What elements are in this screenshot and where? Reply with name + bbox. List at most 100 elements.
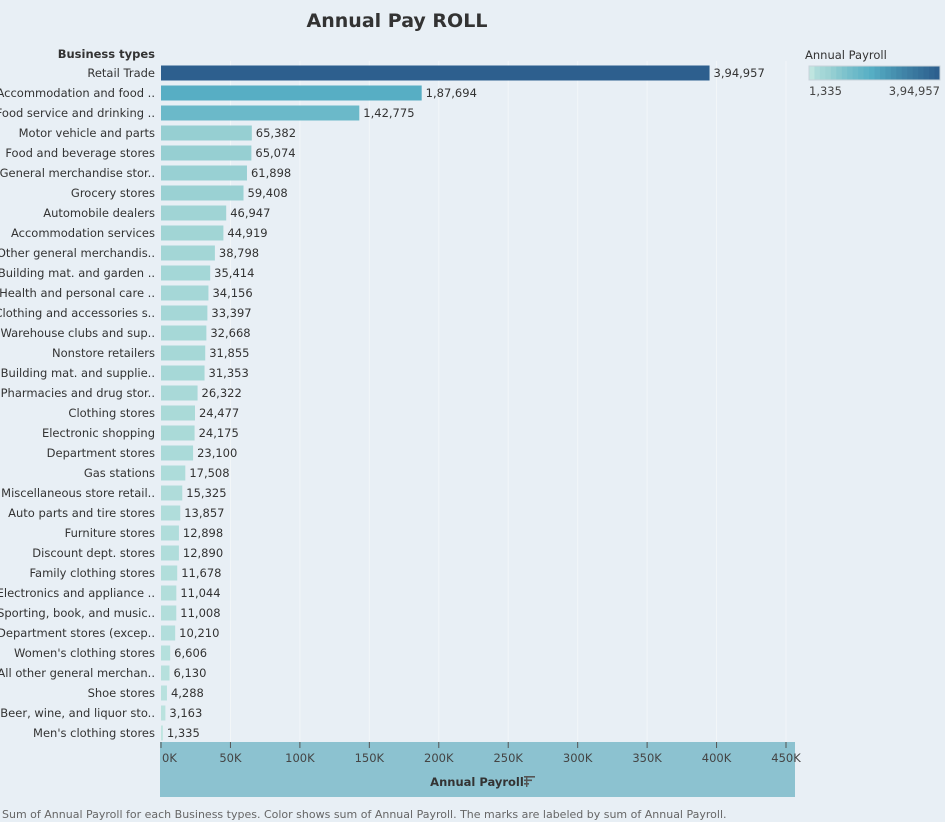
gridlines <box>229 61 787 743</box>
category-label[interactable]: Family clothing stores <box>29 566 155 580</box>
legend-swatch <box>852 66 859 80</box>
category-label[interactable]: Building mat. and supplie.. <box>1 366 155 380</box>
bar[interactable] <box>161 145 252 161</box>
bar[interactable] <box>161 705 166 721</box>
value-label: 35,414 <box>214 266 254 280</box>
bar[interactable] <box>161 605 177 621</box>
category-label[interactable]: Clothing and accessories s.. <box>0 306 155 320</box>
category-label[interactable]: Shoe stores <box>88 686 155 700</box>
bar[interactable] <box>161 725 163 741</box>
bar[interactable] <box>161 585 177 601</box>
category-label[interactable]: Electronic shopping <box>42 426 155 440</box>
value-label: 38,798 <box>219 246 259 260</box>
value-label: 33,397 <box>211 306 251 320</box>
bar[interactable] <box>161 105 360 121</box>
category-label[interactable]: Building mat. and garden .. <box>0 266 155 280</box>
category-label[interactable]: Warehouse clubs and sup.. <box>0 326 155 340</box>
category-label[interactable]: Women's clothing stores <box>14 646 155 660</box>
bar[interactable] <box>161 525 179 541</box>
bar[interactable] <box>161 505 181 521</box>
legend-title: Annual Payroll <box>805 48 887 62</box>
bar[interactable] <box>161 485 183 501</box>
value-label: 23,100 <box>197 446 237 460</box>
category-label[interactable]: Accommodation and food .. <box>0 86 155 100</box>
bar[interactable] <box>161 625 176 641</box>
x-axis-title[interactable]: Annual Payroll <box>430 775 524 789</box>
category-label[interactable]: Grocery stores <box>71 186 155 200</box>
category-label[interactable]: Nonstore retailers <box>52 346 155 360</box>
bar[interactable] <box>161 685 167 701</box>
bar[interactable] <box>161 305 208 321</box>
category-label[interactable]: Food service and drinking .. <box>0 106 155 120</box>
category-header: Business types <box>58 47 155 61</box>
bar[interactable] <box>161 185 244 201</box>
value-label: 10,210 <box>179 626 219 640</box>
bar[interactable] <box>161 345 206 361</box>
bar[interactable] <box>161 565 178 581</box>
value-label: 65,074 <box>255 146 295 160</box>
bar[interactable] <box>161 405 195 421</box>
category-label[interactable]: Beer, wine, and liquor sto.. <box>0 706 155 720</box>
category-label[interactable]: Men's clothing stores <box>33 726 155 740</box>
bar[interactable] <box>161 425 195 441</box>
bar[interactable] <box>161 225 224 241</box>
bar[interactable] <box>161 125 252 141</box>
value-label: 6,606 <box>174 646 207 660</box>
bar[interactable] <box>161 665 170 681</box>
category-label[interactable]: Miscellaneous store retail.. <box>1 486 155 500</box>
legend-swatch <box>819 66 826 80</box>
x-tick-label: 100K <box>285 751 315 765</box>
bar[interactable] <box>161 325 207 341</box>
value-label: 59,408 <box>248 186 288 200</box>
x-tick-label: 400K <box>702 751 732 765</box>
legend-swatch <box>836 66 843 80</box>
category-label[interactable]: Department stores (excep.. <box>0 626 155 640</box>
legend-color-ramp <box>808 65 941 81</box>
bar[interactable] <box>161 205 227 221</box>
bar[interactable] <box>161 365 205 381</box>
category-label[interactable]: Electronics and appliance .. <box>0 586 155 600</box>
bar[interactable] <box>161 85 422 101</box>
value-label: 26,322 <box>202 386 242 400</box>
category-label[interactable]: Health and personal care .. <box>0 286 155 300</box>
x-tick-label: 200K <box>424 751 454 765</box>
category-label[interactable]: Automobile dealers <box>43 206 155 220</box>
category-label[interactable]: Clothing stores <box>68 406 155 420</box>
category-label[interactable]: Pharmacies and drug stor.. <box>1 386 155 400</box>
category-label[interactable]: Food and beverage stores <box>5 146 155 160</box>
legend-swatch <box>901 66 908 80</box>
category-label[interactable]: Motor vehicle and parts <box>19 126 155 140</box>
bar[interactable] <box>161 645 171 661</box>
category-label[interactable]: All other general merchan.. <box>0 666 155 680</box>
category-label[interactable]: Other general merchandis.. <box>0 246 155 260</box>
bar[interactable] <box>161 245 215 261</box>
category-label[interactable]: Gas stations <box>84 466 155 480</box>
value-label: 1,335 <box>167 726 200 740</box>
bar[interactable] <box>161 465 186 481</box>
bar[interactable] <box>161 545 179 561</box>
color-legend[interactable]: Annual Payroll 1,335 3,94,957 <box>805 48 941 98</box>
category-label[interactable]: Department stores <box>47 446 155 460</box>
value-label: 65,382 <box>256 126 296 140</box>
category-label[interactable]: Furniture stores <box>65 526 155 540</box>
sort-descending-icon[interactable] <box>524 776 535 787</box>
category-label[interactable]: Retail Trade <box>87 66 155 80</box>
bar[interactable] <box>161 265 211 281</box>
bar[interactable] <box>161 285 209 301</box>
value-label: 44,919 <box>227 226 267 240</box>
category-label[interactable]: General merchandise stor.. <box>0 166 155 180</box>
value-label: 24,477 <box>199 406 239 420</box>
category-label[interactable]: Sporting, book, and music.. <box>0 606 155 620</box>
x-tick-label: 50K <box>219 751 242 765</box>
bar[interactable] <box>161 165 247 181</box>
value-label: 13,857 <box>184 506 224 520</box>
bar[interactable] <box>161 65 710 81</box>
bar[interactable] <box>161 445 194 461</box>
category-label[interactable]: Discount dept. stores <box>32 546 155 560</box>
legend-swatch <box>929 66 936 80</box>
category-label[interactable]: Accommodation services <box>11 226 155 240</box>
bar[interactable] <box>161 385 198 401</box>
legend-swatch <box>896 66 903 80</box>
value-label: 32,668 <box>210 326 250 340</box>
category-label[interactable]: Auto parts and tire stores <box>8 506 155 520</box>
